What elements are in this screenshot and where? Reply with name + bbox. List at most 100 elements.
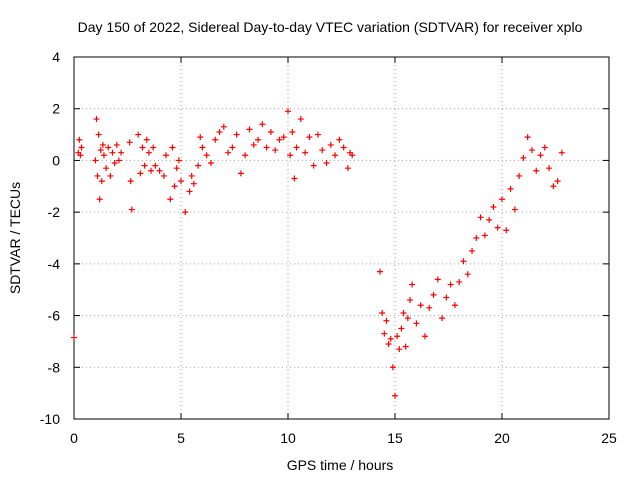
data-point <box>409 281 416 288</box>
data-point <box>186 188 193 195</box>
data-point <box>477 214 484 221</box>
data-point <box>398 325 405 332</box>
data-point <box>490 203 497 210</box>
data-point <box>145 149 152 156</box>
data-point <box>163 152 170 159</box>
data-point <box>289 128 296 135</box>
data-point <box>486 216 493 223</box>
data-point <box>250 141 257 148</box>
data-point <box>105 144 112 151</box>
data-point <box>143 136 150 143</box>
data-point <box>255 136 262 143</box>
data-point <box>107 172 114 179</box>
data-point <box>263 144 270 151</box>
data-point <box>394 333 401 340</box>
data-point <box>178 178 184 185</box>
data-point <box>340 144 347 151</box>
data-point <box>443 294 450 301</box>
data-point <box>387 335 394 342</box>
data-point <box>76 136 83 143</box>
data-point <box>434 276 441 283</box>
y-tick-label: -2 <box>48 204 61 220</box>
data-point <box>546 165 553 172</box>
data-point <box>237 170 244 177</box>
data-point <box>524 134 531 141</box>
data-point <box>306 134 313 141</box>
y-tick-label: -6 <box>48 308 61 324</box>
data-point <box>115 157 122 164</box>
data-point <box>78 144 85 151</box>
data-point <box>460 258 467 265</box>
data-point <box>494 224 501 231</box>
data-point <box>349 152 356 159</box>
data-point <box>558 149 565 156</box>
grid <box>74 57 609 419</box>
data-point <box>344 165 351 172</box>
data-point <box>285 108 291 115</box>
chart-title: Day 150 of 2022, Sidereal Day-to-day VTE… <box>78 19 583 35</box>
data-point <box>77 152 84 159</box>
axis-ticks: 0 5 10 15 20 25 -10 -8 -6 -4 -2 0 2 4 <box>40 49 617 446</box>
data-point <box>406 297 413 304</box>
data-point <box>537 152 544 159</box>
data-point <box>188 172 195 179</box>
data-point <box>336 136 343 143</box>
y-tick-label: -4 <box>48 256 61 272</box>
data-point <box>456 278 463 285</box>
data-point <box>173 165 180 172</box>
x-axis-title: GPS time / hours <box>287 457 394 473</box>
data-point <box>203 152 210 159</box>
data-point <box>195 162 202 169</box>
data-point <box>111 160 118 167</box>
data-point <box>113 141 120 148</box>
data-point <box>503 227 510 234</box>
data-point <box>229 144 236 151</box>
data-point <box>447 281 454 288</box>
data-point <box>139 144 146 151</box>
data-point <box>507 185 514 192</box>
data-point <box>97 147 104 154</box>
data-point <box>98 178 105 185</box>
data-point <box>469 247 476 254</box>
y-tick-label: -10 <box>40 411 60 427</box>
data-point <box>92 157 99 164</box>
data-point <box>541 144 548 151</box>
data-point <box>175 157 182 164</box>
data-point <box>481 232 488 239</box>
data-point <box>516 172 523 179</box>
data-points <box>71 108 565 399</box>
data-point <box>293 144 300 151</box>
data-point <box>319 147 326 154</box>
data-point <box>233 131 240 138</box>
data-point <box>332 152 339 159</box>
data-point <box>267 128 274 135</box>
data-point <box>287 152 294 159</box>
data-point <box>160 172 167 179</box>
x-tick-label: 25 <box>601 430 617 446</box>
data-point <box>216 128 223 135</box>
data-point <box>413 320 420 327</box>
data-point <box>404 315 411 322</box>
data-point <box>379 309 386 316</box>
data-point <box>430 291 437 298</box>
data-point <box>451 302 458 309</box>
data-point <box>135 131 142 138</box>
data-point <box>400 309 407 316</box>
data-point <box>71 334 77 341</box>
data-point <box>389 364 396 371</box>
data-point <box>402 343 409 350</box>
data-point <box>127 178 134 185</box>
data-point <box>169 144 176 151</box>
y-tick-label: -8 <box>48 359 61 375</box>
data-point <box>94 172 101 179</box>
data-point <box>118 149 125 156</box>
data-point <box>381 330 388 337</box>
y-tick-label: 0 <box>52 152 60 168</box>
data-point <box>327 141 334 148</box>
data-point <box>99 141 106 148</box>
data-point <box>103 165 110 172</box>
x-tick-label: 10 <box>280 430 296 446</box>
data-point <box>280 134 287 141</box>
data-point <box>528 147 535 154</box>
x-tick-label: 15 <box>387 430 403 446</box>
